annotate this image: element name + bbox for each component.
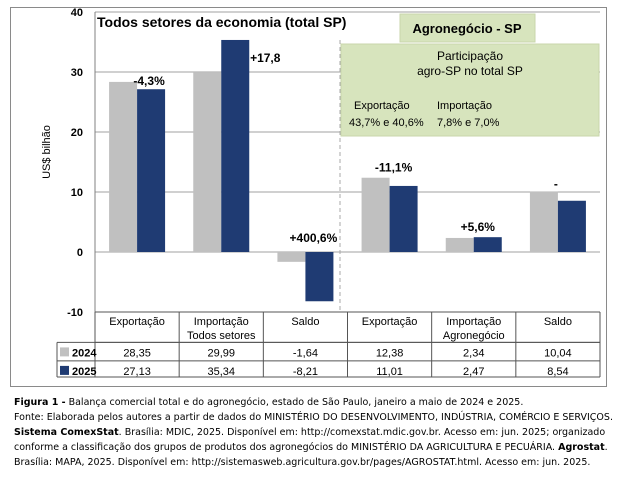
annotation-label: - [554, 177, 558, 191]
caption-label: Figura 1 - [14, 397, 66, 408]
annotation-label: +5,6% [461, 220, 496, 234]
participation-box [340, 43, 600, 137]
data-label: 11,01 [376, 366, 403, 378]
y-axis-label: US$ bilhão [41, 125, 53, 179]
group-label: Agronegócio [443, 330, 505, 342]
y-tick-label: -10 [67, 307, 83, 319]
bar-2024-1 [193, 72, 222, 252]
legend-swatch-2025 [60, 365, 69, 375]
agro-title-box [399, 13, 536, 43]
participation-title: Participação [437, 49, 503, 63]
data-label: 12,38 [376, 347, 404, 359]
data-label: 2,47 [463, 366, 484, 378]
bar-2025-1 [221, 39, 250, 253]
caption-source-3: conforme a classificação dos grupos de p… [14, 442, 556, 453]
bar-2024-2 [277, 252, 306, 262]
bar-2024-0 [109, 81, 138, 253]
bar-2024-5 [529, 191, 558, 252]
data-label: 27,13 [123, 366, 151, 378]
data-label: 10,04 [544, 347, 572, 359]
caption-source-line: Fonte: Elaborada pelos autores a partir … [14, 410, 613, 425]
participation-subtitle: agro-SP no total SP [417, 64, 523, 78]
legend-label-2025: 2025 [72, 366, 96, 378]
y-tick-label: 10 [71, 187, 83, 199]
legend-label-2024: 2024 [72, 347, 97, 359]
caption-period: . [604, 442, 608, 453]
x-tick-label: Saldo [544, 316, 572, 328]
y-tick-label: 30 [71, 67, 83, 79]
group-label: Todos setores [187, 330, 256, 342]
caption-text: Balança comercial total e do agronegócio… [65, 397, 524, 408]
data-label: -1,64 [293, 347, 318, 359]
participation-export-label: Exportação [354, 100, 410, 112]
bar-2024-3 [361, 177, 390, 252]
y-tick-label: 0 [77, 247, 83, 259]
participation-export-value: 43,7% e 40,6% [349, 117, 424, 129]
data-label: 28,35 [123, 347, 151, 359]
bar-chart: -10 0 10 20 30 40 US$ bilhão Participaçãoagro-S… [41, 7, 601, 378]
annotation-label: +400,6% [290, 231, 338, 245]
participation-import-label: Importação [437, 100, 492, 112]
caption-agrostat: Agrostat [558, 442, 605, 453]
bar-2025-2 [305, 252, 334, 302]
annotation-label: -4,3% [133, 74, 165, 88]
bar-2024-4 [445, 237, 474, 252]
chart-frame [10, 7, 607, 387]
bar-2025-0 [137, 89, 166, 252]
caption-comexstat: Sistema ComexStat [14, 427, 119, 438]
agro-title: Agronegócio - SP [412, 21, 521, 36]
bar-2025-5 [557, 200, 586, 252]
data-label: 35,34 [207, 366, 235, 378]
chart-title: Todos setores da economia (total SP) [97, 14, 346, 30]
legend-swatch-2024 [60, 347, 69, 357]
x-tick-label: Importação [194, 316, 249, 328]
data-label: 8,54 [547, 366, 568, 378]
caption-source-2: . Brasília: MDIC, 2025. Disponível em: h… [118, 427, 606, 438]
x-tick-label: Saldo [291, 316, 319, 328]
caption-source-line-4: Brasília: MAPA, 2025. Disponível em: htt… [14, 455, 610, 470]
annotation-label: -11,1% [375, 161, 413, 175]
caption-source-line-2: Sistema ComexStat. Brasília: MDIC, 2025.… [14, 425, 610, 440]
y-tick-label: 40 [71, 7, 83, 19]
x-tick-label: Exportação [362, 316, 418, 328]
figure-caption: Figura 1 - Balança comercial total e do … [14, 395, 610, 410]
bar-2025-3 [389, 185, 418, 252]
annotation-label: +17,8 [250, 51, 281, 65]
bar-2025-4 [473, 237, 502, 252]
x-tick-label: Importação [446, 316, 501, 328]
y-tick-label: 20 [71, 127, 83, 139]
caption-source: Fonte: Elaborada pelos autores a partir … [14, 412, 613, 423]
x-tick-label: Exportação [109, 316, 165, 328]
caption-source-line-3: conforme a classificação dos grupos de p… [14, 440, 610, 455]
caption-source-4: Brasília: MAPA, 2025. Disponível em: htt… [14, 457, 591, 468]
data-label: 29,99 [207, 347, 235, 359]
data-label: 2,34 [463, 347, 484, 359]
participation-import-value: 7,8% e 7,0% [437, 117, 500, 129]
data-label: -8,21 [293, 366, 318, 378]
